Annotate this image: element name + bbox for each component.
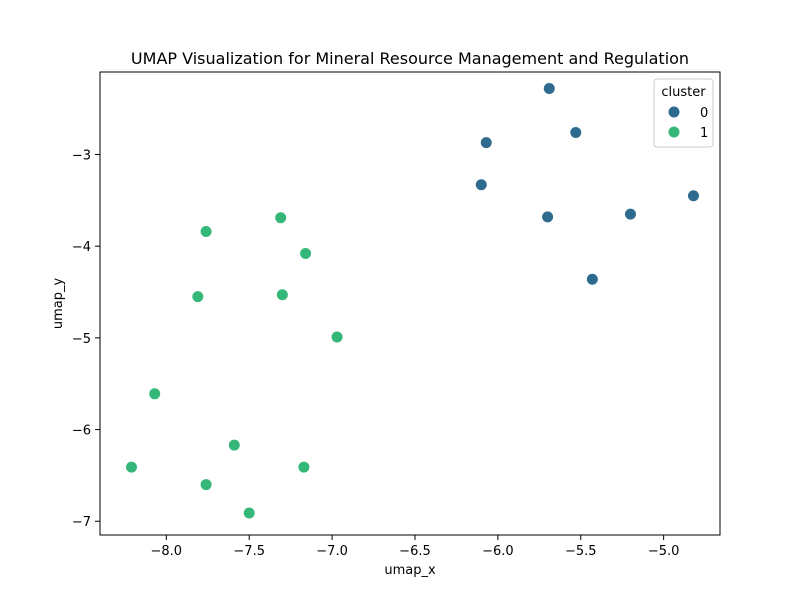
y-tick-label: −5 bbox=[72, 332, 91, 347]
x-tick-label: −5.5 bbox=[565, 544, 597, 559]
x-tick-label: −8.0 bbox=[151, 544, 183, 559]
x-tick-label: −7.0 bbox=[316, 544, 348, 559]
data-point-cluster-1 bbox=[275, 288, 289, 302]
legend-label-cluster-0: 0 bbox=[700, 106, 708, 121]
data-point-cluster-0 bbox=[542, 82, 556, 96]
data-point-cluster-0 bbox=[585, 272, 599, 286]
x-tick-label: −7.5 bbox=[233, 544, 265, 559]
data-point-cluster-1 bbox=[297, 460, 311, 474]
y-tick-label: −3 bbox=[72, 149, 91, 164]
legend-marker-cluster-0 bbox=[667, 105, 681, 119]
plot-frame bbox=[99, 71, 721, 536]
data-point-cluster-0 bbox=[623, 207, 637, 221]
y-tick-label: −4 bbox=[72, 240, 91, 255]
data-point-cluster-0 bbox=[479, 136, 493, 150]
legend: cluster 0 1 bbox=[653, 78, 714, 148]
data-point-cluster-1 bbox=[124, 460, 138, 474]
x-tick-label: −6.0 bbox=[482, 544, 514, 559]
data-point-cluster-0 bbox=[569, 126, 583, 140]
legend-label-cluster-1: 1 bbox=[700, 126, 708, 141]
data-point-cluster-1 bbox=[199, 225, 213, 239]
x-axis: −8.0 −7.5 −7.0 −6.5 −6.0 −5.5 −5.0 bbox=[151, 535, 680, 559]
data-point-cluster-1 bbox=[199, 478, 213, 492]
x-tick-label: −6.5 bbox=[399, 544, 431, 559]
y-tick-label: −7 bbox=[72, 515, 91, 530]
chart-title: UMAP Visualization for Mineral Resource … bbox=[131, 49, 689, 68]
data-point-cluster-1 bbox=[227, 438, 241, 452]
legend-marker-cluster-1 bbox=[667, 125, 681, 139]
y-axis: −7 −6 −5 −4 −3 bbox=[72, 149, 100, 530]
data-point-cluster-1 bbox=[330, 330, 344, 344]
data-point-cluster-1 bbox=[274, 211, 288, 225]
data-point-cluster-0 bbox=[474, 178, 488, 192]
data-point-cluster-1 bbox=[242, 506, 256, 520]
data-point-cluster-1 bbox=[148, 387, 162, 401]
x-tick-label: −5.0 bbox=[648, 544, 680, 559]
data-point-cluster-1 bbox=[191, 290, 205, 304]
y-axis-label: umap_y bbox=[51, 278, 66, 330]
y-tick-label: −6 bbox=[72, 424, 91, 439]
data-point-cluster-0 bbox=[686, 189, 700, 203]
data-point-cluster-1 bbox=[299, 247, 313, 261]
data-point-cluster-0 bbox=[541, 210, 555, 224]
data-points bbox=[124, 82, 700, 520]
legend-title: cluster bbox=[661, 85, 706, 100]
x-axis-label: umap_x bbox=[384, 563, 436, 578]
